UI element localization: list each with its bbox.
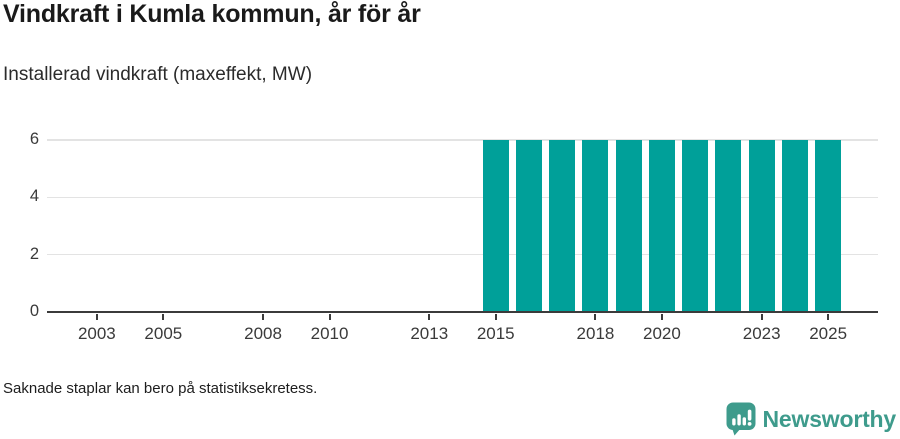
gridline: [47, 196, 878, 199]
chart-subtitle: Installerad vindkraft (maxeffekt, MW): [3, 64, 313, 85]
gridline: [47, 253, 878, 256]
bar-2023: [748, 140, 775, 312]
bar-2018: [582, 140, 609, 312]
x-axis-tick: [594, 313, 597, 320]
x-axis-tick-label: 2023: [742, 324, 781, 343]
x-axis-line: [47, 310, 878, 313]
footnote: Saknade staplar kan bero på statistiksek…: [3, 380, 318, 397]
newsworthy-bubble-chart-icon: [726, 402, 756, 436]
y-axis-tick-label: 0: [29, 302, 39, 320]
bar-2021: [682, 140, 709, 312]
brand-logo: Newsworthy: [726, 402, 896, 436]
x-axis-tick-label: 2010: [310, 324, 349, 343]
x-axis-tick-label: 2025: [809, 324, 848, 343]
x-axis-tick: [262, 313, 265, 320]
x-axis-tick-label: 2013: [410, 324, 449, 343]
y-axis-tick-label: 6: [29, 130, 39, 148]
x-axis-tick: [95, 313, 98, 320]
bar-2024: [781, 140, 808, 312]
bar-2019: [615, 140, 642, 312]
chart-title: Vindkraft i Kumla kommun, år för år: [3, 0, 421, 28]
bar-2020: [648, 140, 675, 312]
x-axis-tick: [827, 313, 830, 320]
x-axis-tick: [494, 313, 497, 320]
bar-2025: [815, 140, 842, 312]
x-axis-tick-label: 2005: [144, 324, 183, 343]
bar-2017: [549, 140, 576, 312]
bar-2022: [715, 140, 742, 312]
x-axis-tick-label: 2008: [244, 324, 282, 343]
x-axis-tick: [162, 313, 165, 320]
bar-2015: [482, 140, 509, 312]
bar-2016: [515, 140, 542, 312]
x-axis-tick: [760, 313, 763, 320]
x-axis-tick: [660, 313, 663, 320]
x-axis-tick-label: 2018: [576, 324, 615, 343]
x-axis-tick-label: 2015: [476, 324, 515, 343]
x-axis-tick-label: 2020: [643, 324, 681, 343]
gridline: [47, 139, 878, 141]
y-axis-tick-label: 4: [29, 187, 39, 206]
brand-name: Newsworthy: [762, 405, 897, 432]
plot-area: 0 2 4 6 2003 2005 2008 2010 2013 2015 2018 2020 2023…: [30, 130, 878, 343]
y-axis-tick-label: 2: [29, 244, 39, 263]
x-axis-tick-label: 2003: [77, 324, 116, 343]
x-axis-tick: [428, 313, 431, 320]
x-axis-tick: [328, 313, 331, 320]
